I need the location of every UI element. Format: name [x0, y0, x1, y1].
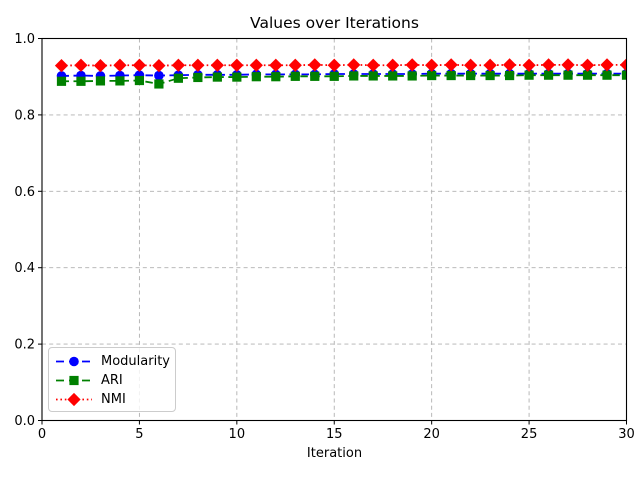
legend-line-sample-nmi: [56, 392, 92, 407]
legend-line-sample-ari: [56, 375, 92, 386]
y-axis-label: Value: [0, 211, 4, 247]
legend-item-ari: ARI: [55, 371, 175, 390]
legend-item-modularity: Modularity: [55, 352, 175, 371]
svg-text:0.8: 0.8: [14, 108, 35, 123]
svg-text:30: 30: [618, 427, 635, 442]
svg-text:0.6: 0.6: [14, 185, 35, 200]
svg-text:15: 15: [326, 427, 343, 442]
svg-text:20: 20: [423, 427, 440, 442]
svg-text:0.2: 0.2: [14, 338, 35, 353]
svg-text:25: 25: [521, 427, 538, 442]
x-axis-label: Iteration: [306, 446, 363, 461]
svg-text:1.0: 1.0: [14, 32, 35, 47]
svg-text:0.4: 0.4: [14, 261, 35, 276]
legend-label-modularity: Modularity: [101, 354, 170, 369]
chart-title: Values over Iterations: [250, 14, 419, 32]
svg-text:0: 0: [38, 427, 46, 442]
legend-label-ari: ARI: [101, 373, 123, 388]
legend: Modularity ARI NMI: [48, 347, 176, 412]
svg-text:5: 5: [135, 427, 143, 442]
legend-line-sample-modularity: [56, 356, 92, 367]
legend-label-nmi: NMI: [101, 392, 126, 407]
legend-item-nmi: NMI: [55, 390, 175, 409]
svg-text:0.0: 0.0: [14, 414, 35, 429]
svg-text:10: 10: [229, 427, 246, 442]
